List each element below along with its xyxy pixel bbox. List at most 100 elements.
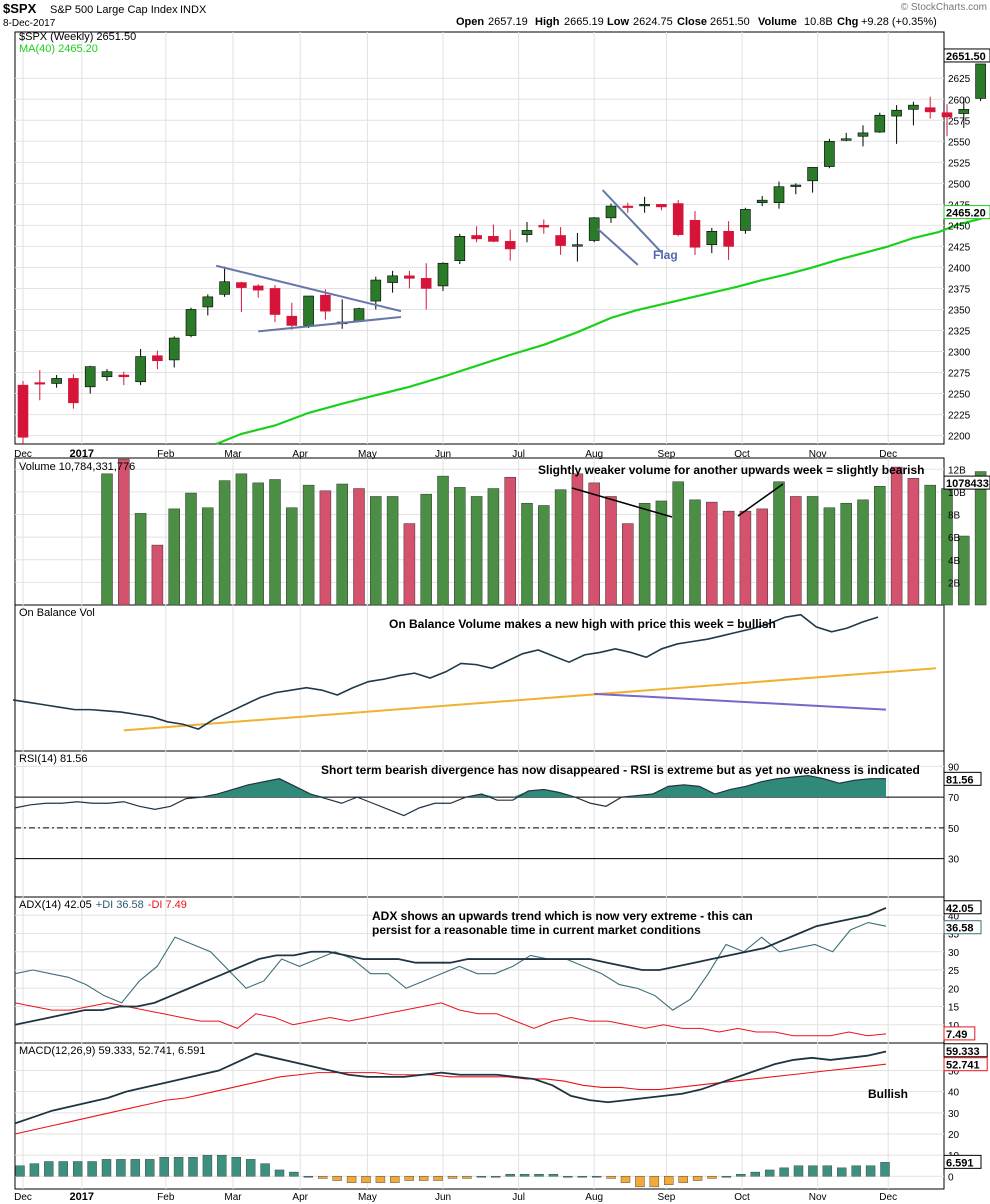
- macd-hist-bar-positive: [58, 1161, 68, 1177]
- volume-legend: Volume 10,784,331,776: [19, 461, 135, 473]
- close-label: Close: [677, 16, 707, 28]
- macd-hist-bar-negative: [404, 1176, 414, 1181]
- macd-hist-bar-positive: [217, 1154, 227, 1177]
- macd-hist-bar-negative: [664, 1176, 674, 1185]
- macd-hist-bar-negative: [375, 1176, 386, 1183]
- y-tick-label: 8B: [948, 511, 961, 522]
- y-tick-label: 10: [948, 1021, 960, 1032]
- signal-last-value-box: [943, 1057, 988, 1072]
- month-label: Aug: [585, 449, 603, 460]
- macd-hist-bar-positive: [793, 1165, 804, 1177]
- macd-hist-bar-negative: [620, 1176, 631, 1183]
- macd-hist-bar-negative: [332, 1176, 342, 1181]
- candle-down: [924, 107, 936, 113]
- plus-di-line: [14, 921, 887, 1011]
- price-panel: [14, 31, 945, 445]
- candle-up: [353, 308, 365, 322]
- month-label: Nov: [809, 449, 827, 460]
- high-label: High: [535, 16, 560, 28]
- candle-up: [824, 141, 835, 167]
- y-tick-label: 20: [948, 1130, 960, 1141]
- y-tick-label: 2350: [948, 305, 971, 316]
- macd-hist-bar-positive: [880, 1162, 890, 1177]
- month-label: 2017: [70, 448, 94, 460]
- y-tick-label: 2B: [948, 578, 961, 589]
- volume-bar-up: [235, 473, 248, 606]
- macd-hist-bar-positive: [865, 1165, 876, 1177]
- volume-bar-down: [588, 482, 600, 606]
- candle-down: [320, 294, 331, 312]
- price-last-value-box: [943, 48, 990, 63]
- macd-hist-bar-negative: [649, 1176, 660, 1188]
- rsi-line: [14, 774, 886, 817]
- y-tick-label: 15: [948, 1003, 960, 1014]
- macd-layer: [14, 1050, 890, 1188]
- candle-up: [773, 186, 785, 203]
- adx-layer: [14, 907, 887, 1037]
- gridlines: [15, 32, 944, 1189]
- macd-hist-bar-positive: [591, 1176, 602, 1178]
- macd-hist-bar-positive: [837, 1167, 847, 1177]
- adx-main-legend: ADX(14) 42.05: [19, 899, 92, 911]
- month-label: Jun: [435, 449, 451, 460]
- macd-hist-bar-positive: [29, 1163, 40, 1177]
- y-tick-label: 90: [948, 762, 960, 773]
- month-label: Feb: [157, 449, 175, 460]
- candle-down: [555, 235, 566, 246]
- volume-bar-up: [857, 499, 869, 606]
- volume-bar-up: [924, 484, 936, 606]
- adx-line: [14, 907, 887, 1026]
- candle-up: [51, 378, 62, 384]
- price-legend: $SPX (Weekly) 2651.50: [19, 31, 136, 43]
- y-tick-label: 2300: [948, 348, 971, 359]
- ma-legend: MA(40) 2465.20: [19, 43, 98, 55]
- volume-bar-up: [840, 502, 852, 606]
- month-label: 2017: [70, 1191, 94, 1203]
- macd-hist-bar-positive: [87, 1161, 97, 1177]
- candle-up: [807, 167, 818, 182]
- rsi-overbought-fill: [15, 775, 886, 798]
- volume-bar-up: [286, 507, 298, 606]
- y-tick-label: 2550: [948, 137, 971, 148]
- macd-hist-bar-negative: [678, 1176, 688, 1183]
- macd-hist-bar-positive: [721, 1176, 732, 1178]
- macd-hist-bar-positive: [764, 1169, 775, 1177]
- candle-up: [454, 236, 466, 262]
- volume-value: 10.8B: [804, 16, 833, 28]
- volume-annotation-line-left: [571, 487, 673, 518]
- panel-legends: $SPX (Weekly) 2651.50 MA(40) 2465.20 Vol…: [19, 31, 206, 1057]
- close-value: 2651.50: [710, 16, 750, 28]
- candle-down: [68, 378, 79, 404]
- candle-down: [941, 112, 953, 118]
- y-tick-label: 2575: [948, 116, 971, 127]
- volume-bar-up: [454, 487, 466, 606]
- rsi-legend: RSI(14) 81.56: [19, 753, 87, 765]
- month-label: Jul: [512, 449, 525, 460]
- candle-down: [504, 241, 516, 250]
- y-tick-label: 40: [948, 1088, 960, 1099]
- volume-bar-down: [756, 508, 768, 606]
- macd-hist-bar-positive: [303, 1176, 314, 1178]
- volume-bar-up: [689, 499, 701, 606]
- candle-up: [572, 244, 583, 247]
- open-label: Open: [456, 16, 484, 28]
- volume-bar-up: [269, 479, 281, 606]
- candle-up: [756, 199, 768, 203]
- y-tick-label: 70: [948, 793, 960, 804]
- rsi-last-value-box: [943, 771, 982, 786]
- candle-up: [639, 204, 650, 207]
- macd-hist-bar-positive: [491, 1176, 501, 1178]
- volume-bar-up: [974, 471, 987, 606]
- y-tick-label: 2450: [948, 221, 971, 232]
- candle-down: [471, 235, 482, 240]
- y-tick-label: 2625: [948, 74, 971, 85]
- volume-bar-up: [823, 507, 836, 606]
- macd-hist-bar-positive: [44, 1161, 54, 1177]
- candle-down: [252, 285, 264, 291]
- candle-down: [269, 288, 281, 315]
- low-label: Low: [607, 16, 629, 28]
- macd-hist-bar-positive: [101, 1159, 112, 1177]
- volume-bar-down: [706, 501, 718, 606]
- adx-pdi-legend: +DI 36.58: [96, 899, 144, 911]
